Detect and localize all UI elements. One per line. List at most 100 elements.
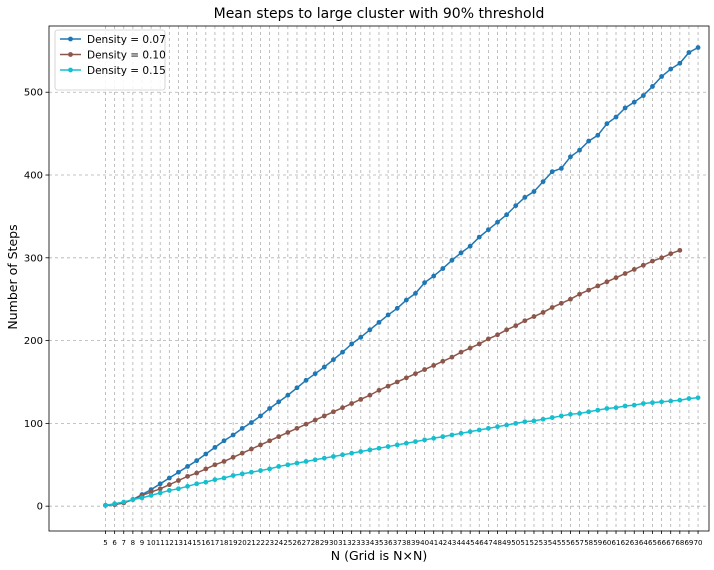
data-point [522, 419, 528, 425]
data-point [604, 121, 610, 127]
data-point [668, 398, 674, 404]
data-point [312, 457, 318, 463]
x-tick-label: 61 [612, 539, 621, 547]
data-point [212, 462, 218, 468]
data-point [258, 442, 263, 448]
data-point [422, 437, 427, 443]
data-point [422, 367, 427, 372]
data-point [485, 336, 491, 342]
data-point [522, 318, 528, 324]
x-tick-label: 46 [475, 539, 484, 547]
data-point [194, 470, 200, 476]
data-point [677, 60, 683, 66]
data-point [458, 430, 464, 436]
data-point [285, 462, 291, 468]
y-tick-label: 300 [24, 253, 43, 264]
data-point [303, 421, 309, 427]
data-point [248, 446, 254, 452]
data-point [422, 280, 427, 286]
data-point [568, 154, 573, 160]
x-tick-label: 50 [511, 539, 520, 547]
plot-area: 5 6 7 8 9 10 11 12 13 14 15 16 17 18 19 20 21 22 23 24 25 26 2… [24, 25, 710, 547]
data-point [166, 482, 172, 488]
data-point [586, 287, 592, 293]
data-point [358, 334, 364, 340]
data-point [549, 415, 555, 420]
x-tick-label: 30 [329, 539, 338, 547]
data-point [221, 438, 227, 444]
data-point [631, 266, 637, 272]
data-point [440, 266, 446, 271]
data-point [331, 357, 336, 363]
series-line [105, 249, 681, 507]
x-tick-label: 40 [420, 539, 429, 547]
data-point [622, 105, 628, 111]
data-point [595, 407, 601, 413]
data-point [367, 392, 373, 398]
data-point [440, 434, 446, 440]
data-point [258, 468, 263, 473]
x-tick-label: 58 [584, 539, 593, 547]
data-point [513, 420, 519, 426]
data-point [631, 99, 637, 105]
data-point [413, 439, 418, 444]
x-tick-label: 44 [457, 539, 466, 547]
data-point [577, 411, 582, 416]
x-tick-label: 22 [256, 539, 265, 547]
x-tick-label: 62 [621, 539, 630, 547]
data-point [677, 247, 683, 253]
legend-label: Density = 0.07 [87, 34, 166, 46]
data-point [349, 401, 355, 406]
data-point [476, 341, 482, 347]
data-point [440, 358, 446, 364]
data-point [258, 413, 263, 419]
data-point [267, 466, 273, 472]
data-point [568, 296, 573, 302]
data-point [294, 425, 300, 431]
data-point [540, 179, 546, 185]
data-point [668, 66, 674, 72]
data-point [631, 402, 637, 408]
data-point [640, 262, 646, 268]
data-point [221, 475, 227, 481]
data-point [604, 279, 610, 285]
x-tick-label: 11 [156, 539, 165, 547]
data-point [130, 497, 136, 502]
x-tick-label: 7 [122, 539, 126, 547]
data-point [595, 132, 601, 138]
data-point [659, 399, 664, 405]
data-point [239, 425, 245, 431]
x-tick-label: 31 [338, 539, 347, 547]
x-tick-label: 45 [466, 539, 475, 547]
data-point [449, 257, 455, 263]
data-point [312, 417, 318, 423]
y-tick-label: 100 [24, 419, 43, 430]
data-point [485, 227, 491, 233]
data-point [203, 466, 209, 472]
x-tick-label: 25 [283, 539, 292, 547]
data-point [504, 422, 510, 428]
data-point [294, 460, 300, 466]
data-point [166, 488, 172, 493]
data-point [467, 243, 473, 249]
data-point [312, 371, 318, 377]
data-point [476, 234, 482, 240]
data-point [558, 300, 564, 306]
x-tick-label: 20 [238, 539, 247, 547]
data-point [112, 501, 118, 507]
x-tick-label: 60 [602, 539, 611, 547]
series-1 [103, 247, 683, 508]
x-tick-label: 66 [657, 539, 666, 547]
data-point [403, 440, 409, 446]
data-point [549, 305, 555, 310]
data-point [285, 392, 291, 398]
data-point [403, 375, 409, 381]
x-tick-label: 65 [648, 539, 657, 547]
x-tick-label: 56 [566, 539, 575, 547]
data-point [276, 464, 282, 469]
x-tick-label: 55 [557, 539, 566, 547]
legend-marker [68, 36, 73, 42]
data-point [686, 396, 692, 401]
x-tick-label: 35 [375, 539, 384, 547]
data-point [230, 473, 236, 478]
